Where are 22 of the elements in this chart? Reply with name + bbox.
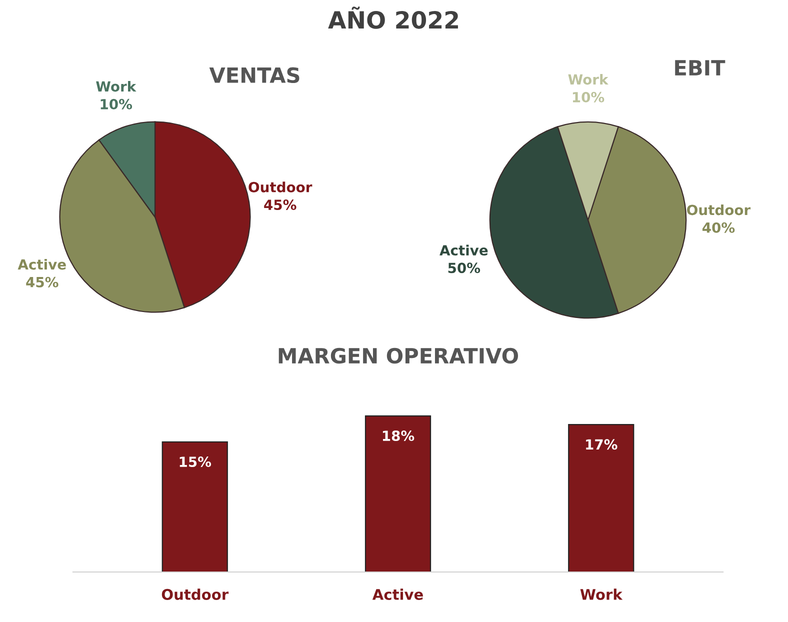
chart-title: MARGEN OPERATIVO <box>278 348 518 364</box>
slice-label: Active <box>440 244 488 256</box>
text: AÑO 2022 <box>328 6 458 29</box>
chart-title: VENTAS <box>209 67 300 84</box>
slice-label: Outdoor <box>687 204 751 216</box>
slice-label: Work <box>568 74 608 85</box>
data-label: 45% <box>26 276 58 288</box>
slice-label: Active <box>18 258 66 270</box>
data-label: 40% <box>702 222 735 233</box>
data-label: 17% <box>586 439 618 450</box>
slice-label: Outdoor <box>248 182 312 192</box>
data-label: 50% <box>448 262 480 274</box>
data-label: 10% <box>572 92 604 102</box>
data-label: 18% <box>382 430 414 442</box>
chart-title: EBIT <box>675 60 726 76</box>
x-tick-label: Active <box>372 588 423 600</box>
x-tick-label: Outdoor <box>162 588 229 600</box>
data-label: 10% <box>100 98 132 110</box>
data-label: 15% <box>180 456 212 468</box>
data-label: 45% <box>264 200 296 210</box>
x-tick-label: Work <box>580 588 623 600</box>
slice-label: Work <box>96 80 136 92</box>
